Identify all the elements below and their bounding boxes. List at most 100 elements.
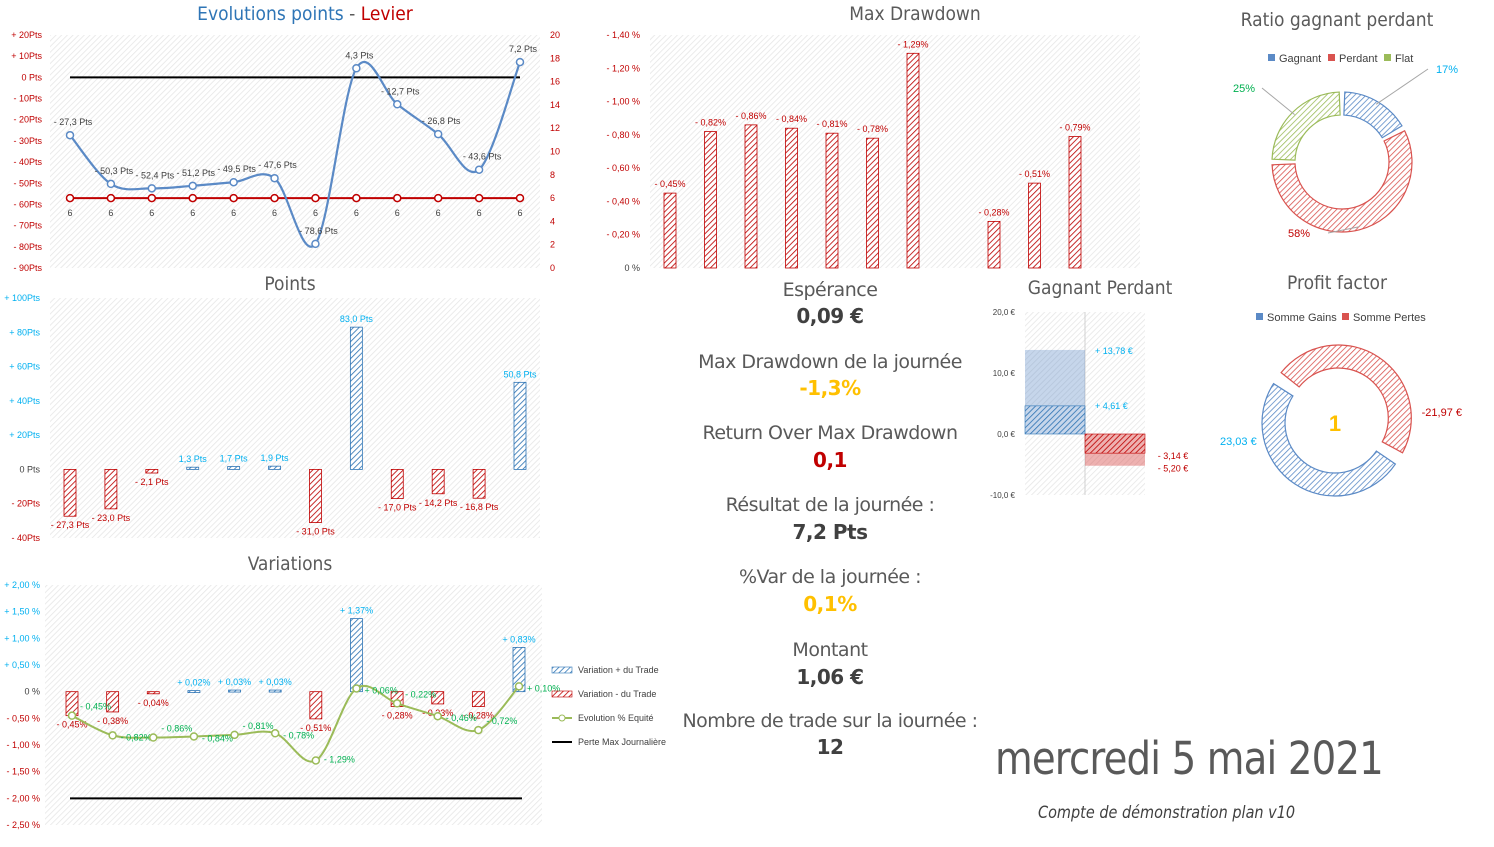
points-bar — [145, 469, 159, 474]
levier-point — [474, 193, 484, 203]
points-bar-label: 83,0 Pts — [340, 314, 374, 324]
ratio-slice — [1271, 91, 1341, 161]
profit-legend-label: Somme Pertes — [1353, 312, 1426, 324]
ratio-leader-line — [1327, 226, 1359, 234]
levier-label: 6 — [108, 208, 113, 218]
levier-label: 6 — [67, 208, 72, 218]
points-bar — [513, 381, 527, 470]
variation-bar — [187, 690, 201, 693]
variation-bar — [471, 691, 485, 707]
drawdown-bar — [744, 124, 758, 269]
points-bar-label: - 2,1 Pts — [135, 477, 169, 487]
drawdown-chart: - 1,40 % - 1,20 % - 1,00 % - 0,80 % - 0,60 %… — [606, 30, 1140, 273]
evolution-y-tick: 0 Pts — [21, 72, 42, 82]
gp-loss-bar — [1084, 433, 1146, 454]
profit-slice-label: -21,97 € — [1422, 407, 1462, 419]
equity-point — [149, 733, 158, 742]
equity-label: - 0,84% — [202, 733, 233, 743]
drawdown-bar-label: - 0,82% — [695, 118, 726, 128]
variation-bar — [106, 691, 120, 713]
points-bar-label: - 27,3 Pts — [51, 520, 90, 530]
points-evolution-point — [106, 179, 116, 189]
profit-legend-swatch — [1342, 313, 1349, 320]
levier-label: 6 — [190, 208, 195, 218]
ratio-leader-line — [1261, 87, 1295, 116]
variations-y-tick: + 1,50 % — [4, 607, 40, 617]
points-evolution-label: - 51,2 Pts — [176, 168, 215, 178]
profit-factor-value: 1 — [1329, 411, 1341, 436]
ratio-legend-swatch — [1268, 54, 1275, 61]
points-evolution-label: - 12,7 Pts — [381, 86, 420, 96]
drawdown-bar — [663, 192, 677, 269]
drawdown-y-tick: - 0,40 % — [606, 196, 640, 206]
gp-gain-bar — [1024, 405, 1086, 435]
profit-slice — [1280, 344, 1412, 454]
points-evolution-label: - 50,3 Pts — [95, 166, 134, 176]
profit-slice-label: 23,03 € — [1220, 436, 1257, 448]
profit-chart: Somme Gains Somme Pertes 23,03 € -21,97 € 1 — [1220, 312, 1462, 497]
var-label: %Var de la journée : — [738, 566, 922, 588]
drawdown-bar-label: - 0,28% — [978, 207, 1009, 217]
points-chart: + 100Pts + 80Pts + 60Pts + 40Pts + 20Pts 0 Pt… — [4, 293, 540, 543]
drawdown-y-tick: - 0,80 % — [606, 130, 640, 140]
variation-bar — [350, 618, 363, 693]
levier-point — [515, 193, 525, 203]
ratio-leader-line — [1375, 68, 1429, 105]
evolution-y-tick: - 50Pts — [13, 178, 42, 188]
variations-chart: + 2,00 % + 1,50 % + 1,00 % + 0,50 % 0 % - 0,5… — [4, 580, 666, 830]
levier-label: 6 — [477, 208, 482, 218]
points-bar — [227, 466, 241, 470]
drawdown-bar-label: - 0,81% — [816, 119, 847, 129]
drawdown-y-tick: - 0,20 % — [606, 230, 640, 240]
romad-value: 0,1 — [813, 448, 847, 472]
evolution-y-tick: - 70Pts — [13, 221, 42, 231]
evolution-y-tick: + 10Pts — [11, 51, 42, 61]
equity-point — [352, 684, 361, 693]
gp-y-tick: 20,0 € — [993, 308, 1016, 317]
points-evolution-label: - 49,5 Pts — [217, 164, 256, 174]
variation-bar — [146, 691, 160, 695]
levier-point — [188, 193, 197, 203]
variations-y-tick: + 1,00 % — [4, 633, 40, 643]
variations-legend-label: Perte Max Journalière — [578, 737, 666, 747]
points-evolution-point — [229, 177, 238, 187]
levier-point — [147, 193, 157, 203]
levier-label: 6 — [231, 208, 236, 218]
drawdown-bar — [704, 131, 717, 269]
maxdd-value: -1,3% — [799, 376, 861, 400]
evolution-y-tick: - 40Pts — [13, 157, 42, 167]
profit-slice — [1261, 382, 1397, 497]
points-evolution-label: - 52,4 Pts — [136, 170, 175, 180]
points-evolution-label: - 78,6 Pts — [299, 226, 338, 236]
points-y-tick: + 20Pts — [9, 430, 40, 440]
ratio-title: Ratio gagnant perdant — [1240, 9, 1434, 31]
gp-y-tick: 10,0 € — [993, 369, 1016, 378]
ratio-slice-label: 58% — [1288, 228, 1310, 240]
points-bar-label: 1,7 Pts — [220, 454, 249, 464]
points-bar-label: - 31,0 Pts — [296, 527, 335, 537]
points-bar — [390, 469, 404, 499]
points-bar-label: - 14,2 Pts — [419, 498, 458, 508]
points-evolution-label: - 43,6 Pts — [463, 152, 502, 162]
gp-gain-label: + 4,61 € — [1095, 401, 1128, 411]
points-bar — [104, 469, 118, 510]
points-bar-label: 1,3 Pts — [179, 454, 208, 464]
drawdown-bar-label: - 1,29% — [897, 39, 928, 49]
variation-bar-label: - 0,04% — [138, 698, 169, 708]
ratio-slice-label: 17% — [1436, 64, 1458, 76]
date-heading: mercredi 5 mai 2021 — [995, 732, 1384, 785]
variations-legend-label: Variation + du Trade — [578, 665, 659, 675]
drawdown-y-tick: 0 % — [624, 263, 640, 273]
ratio-legend-label: Gagnant — [1279, 53, 1321, 65]
drawdown-plot-area — [650, 35, 1140, 268]
esperance-label: Espérance — [782, 279, 878, 301]
points-evolution-point — [352, 64, 361, 73]
equity-point — [474, 725, 483, 735]
evolution-y2-tick: 6 — [550, 193, 555, 203]
equity-label: - 1,29% — [324, 754, 355, 764]
points-bar-label: - 23,0 Pts — [92, 513, 131, 523]
variation-bar-label: + 0,83% — [502, 634, 535, 644]
gp-chart: 20,0 € 10,0 € 0,0 € -10,0 € + 13,78 € + 4,61 … — [990, 308, 1188, 500]
ratio-chart: Gagnant Perdant Flat 17% 58% 25% — [1233, 53, 1458, 240]
points-evolution-point — [515, 57, 525, 67]
